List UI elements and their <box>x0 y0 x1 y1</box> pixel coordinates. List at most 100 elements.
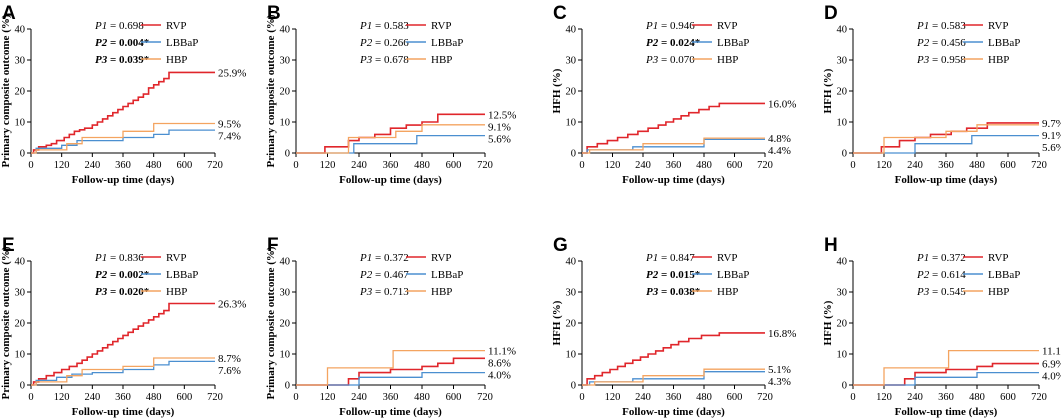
series-line-rvp <box>296 113 485 154</box>
p-number: 0.002* <box>119 269 150 281</box>
p-value-p3: P3 = 0.678 <box>359 54 409 66</box>
x-axis-title: Follow-up time (days) <box>895 406 998 418</box>
p-label: P1 <box>916 20 929 32</box>
p-value-p1: P1 = 0.847 <box>645 252 695 264</box>
x-tick-label: 0 <box>850 160 855 171</box>
x-tick-label: 480 <box>146 160 162 171</box>
y-tick-label: 0 <box>842 149 847 160</box>
legend-label-hbp: HBP <box>431 54 452 66</box>
p-value-p1: P1 = 0.372 <box>916 252 966 264</box>
x-tick-label: 240 <box>351 392 367 403</box>
end-label-lbbap: 5.6% <box>488 133 511 145</box>
panel-letter: A <box>2 3 16 24</box>
panel-letter: C <box>553 3 567 24</box>
p-number: 0.038* <box>670 286 701 298</box>
p-value-p3: P3 = 0.020* <box>95 286 150 298</box>
x-tick-label: 480 <box>969 160 985 171</box>
p-number: 0.004* <box>119 37 150 49</box>
x-tick-label: 120 <box>54 160 70 171</box>
y-tick-label: 20 <box>566 319 577 330</box>
series-line-lbbap <box>582 138 765 154</box>
legend-label-lbbap: LBBaP <box>988 37 1020 49</box>
chart-panel-b: B 0 10 20 30 40 0 120 240 360 480 600 720 Follow-up t… <box>265 3 516 186</box>
x-tick-label: 360 <box>383 392 399 403</box>
series-line-lbbap <box>31 360 215 386</box>
x-tick-label: 360 <box>383 160 399 171</box>
x-tick-label: 240 <box>635 392 651 403</box>
legend-label-rvp: RVP <box>717 20 738 32</box>
legend-label-hbp: HBP <box>431 286 452 298</box>
end-label-rvp: 9.7% <box>1042 118 1061 130</box>
series-line-rvp <box>582 332 765 386</box>
chart-panel-a: A 0 10 20 30 40 0 120 240 360 480 600 720 Follow-up t… <box>0 3 246 186</box>
p-value-p2: P2 = 0.456 <box>916 37 966 49</box>
x-tick-label: 360 <box>666 160 682 171</box>
y-tick-label: 30 <box>280 288 291 299</box>
y-tick-label: 10 <box>280 350 291 361</box>
p-number: 0.070 <box>670 54 695 66</box>
p-number: 0.545 <box>941 286 966 298</box>
series-line-hbp <box>582 137 765 154</box>
p-number: 0.698 <box>119 20 144 32</box>
y-tick-label: 10 <box>837 118 848 129</box>
legend-label-hbp: HBP <box>166 286 187 298</box>
end-label-lbbap: 7.4% <box>218 131 241 143</box>
p-value-p2: P2 = 0.467 <box>359 269 409 281</box>
y-axis-title: HFH (%) <box>822 68 834 113</box>
p-eq: = <box>658 54 670 66</box>
y-tick-label: 40 <box>837 257 848 268</box>
chart-panel-f: F 0 10 20 30 40 0 120 240 360 480 600 720 Follow-up t… <box>265 235 516 418</box>
p-value-p2: P2 = 0.614 <box>916 269 966 281</box>
y-tick-label: 0 <box>285 381 290 392</box>
series-line-lbbap <box>296 371 485 386</box>
p-label: P3 <box>359 54 373 66</box>
x-tick-label: 240 <box>351 160 367 171</box>
p-eq: = <box>107 20 119 32</box>
chart-panel-g: G 0 10 20 30 40 0 120 240 360 480 600 720 Follow-up t… <box>551 235 796 418</box>
p-number: 0.467 <box>384 269 409 281</box>
p-value-p3: P3 = 0.713 <box>359 286 409 298</box>
y-tick-label: 30 <box>566 288 577 299</box>
series-line-hbp <box>296 349 485 386</box>
panel-letter: G <box>553 235 568 256</box>
p-value-p3: P3 = 0.038* <box>646 286 701 298</box>
y-tick-label: 40 <box>566 257 577 268</box>
y-tick-label: 40 <box>15 25 26 36</box>
p-label: P2 <box>916 37 930 49</box>
p-number: 0.958 <box>941 54 966 66</box>
series-line-rvp <box>31 71 215 154</box>
x-tick-label: 240 <box>84 160 100 171</box>
x-tick-label: 720 <box>757 392 773 403</box>
x-tick-label: 480 <box>696 160 712 171</box>
series-line-rvp <box>31 302 215 386</box>
y-tick-label: 30 <box>15 56 26 67</box>
y-tick-label: 40 <box>837 25 848 36</box>
end-label-hbp: 11.1% <box>488 346 516 358</box>
p-label: P2 <box>646 37 659 49</box>
p-number: 0.015* <box>670 269 701 281</box>
series-line-hbp <box>853 124 1039 154</box>
x-tick-label: 120 <box>320 160 336 171</box>
x-tick-label: 360 <box>938 392 954 403</box>
panel-letter: E <box>2 235 15 256</box>
chart-panel-c: C 0 10 20 30 40 0 120 240 360 480 600 720 Follow-up t… <box>551 3 796 186</box>
y-tick-label: 40 <box>15 257 26 268</box>
x-tick-label: 240 <box>84 392 100 403</box>
p-label: P1 <box>359 252 372 264</box>
y-tick-label: 10 <box>837 350 848 361</box>
x-tick-label: 600 <box>1000 160 1016 171</box>
legend-label-rvp: RVP <box>166 252 187 264</box>
panel-letter: D <box>824 3 838 24</box>
legend-label-lbbap: LBBaP <box>988 269 1020 281</box>
legend-label-lbbap: LBBaP <box>431 37 463 49</box>
x-tick-label: 0 <box>579 392 584 403</box>
y-tick-label: 20 <box>837 319 848 330</box>
p-number: 0.946 <box>670 20 695 32</box>
p-value-p2: P2 = 0.002* <box>95 269 150 281</box>
series-line-hbp <box>853 349 1039 386</box>
p-number: 0.836 <box>119 252 144 264</box>
x-tick-label: 120 <box>320 392 336 403</box>
p-eq: = <box>372 20 384 32</box>
p-number: 0.266 <box>384 37 409 49</box>
